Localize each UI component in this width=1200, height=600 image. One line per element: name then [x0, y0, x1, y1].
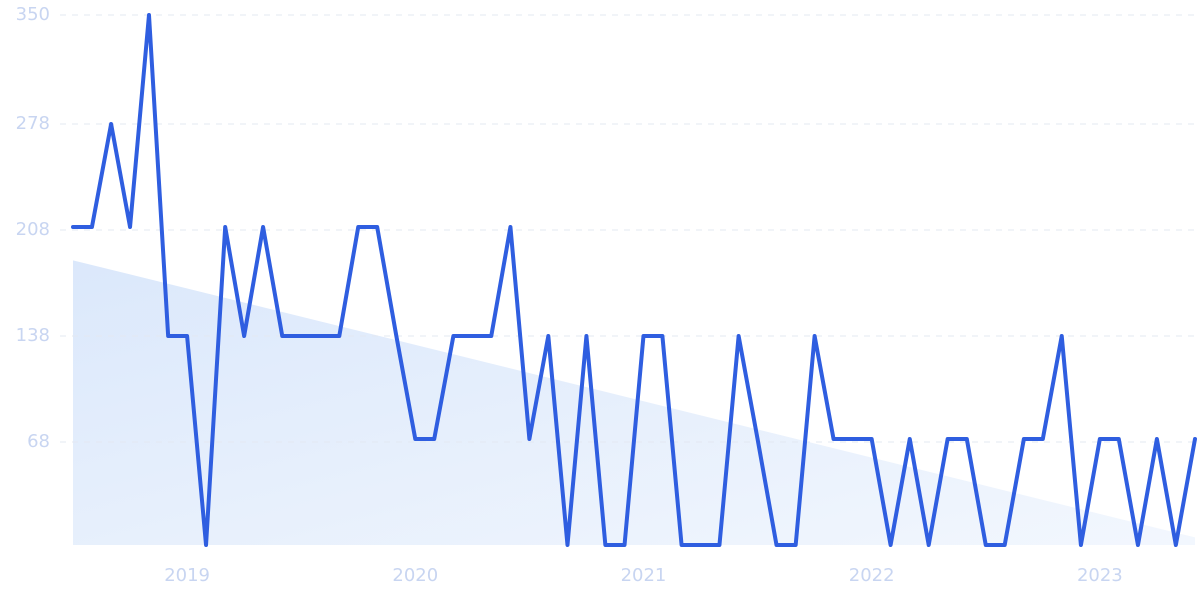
x-tick-label: 2019	[164, 565, 210, 586]
data-line	[71, 13, 1197, 547]
x-tick-label: 2021	[621, 565, 667, 586]
x-tick-label: 2022	[849, 565, 895, 586]
y-tick-label: 68	[27, 431, 50, 452]
y-tick-label: 350	[16, 4, 50, 25]
y-tick-label: 278	[16, 113, 50, 134]
trend-area	[73, 260, 1195, 545]
x-tick-label: 2023	[1077, 565, 1123, 586]
y-tick-label: 208	[16, 219, 50, 240]
y-tick-label: 138	[16, 325, 50, 346]
x-tick-label: 2020	[392, 565, 438, 586]
